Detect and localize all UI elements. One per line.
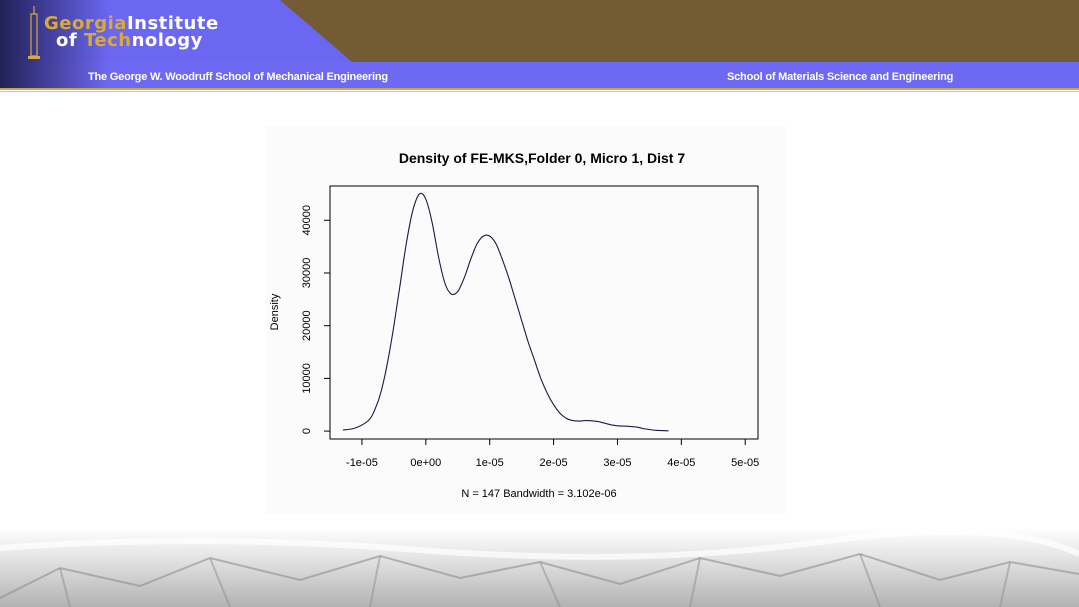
chart-title: Density of FE-MKS,Folder 0, Micro 1, Dis… [399,150,685,166]
y-tick-label: 10000 [301,363,313,394]
tech-tower-logo-icon [28,6,40,59]
header-shadow [0,0,110,88]
density-curve [342,192,669,432]
x-tick-label: 5e-05 [731,457,759,469]
header-divider-thin [0,91,1079,92]
x-tick-label: 2e-05 [540,457,568,469]
y-tick-label: 30000 [301,258,313,289]
footer-texture [0,528,1079,607]
x-tick-label: -1e-05 [346,457,378,469]
y-axis-label: Density [269,293,281,330]
footer-cell-texture-icon [0,528,1079,607]
school-name-right: School of Materials Science and Engineer… [727,71,954,83]
slide-header: GeorgiaInstitute of Technology The Georg… [0,0,1079,92]
y-tick-label: 20000 [301,310,313,341]
x-axis-label: N = 147 Bandwidth = 3.102e-06 [461,488,616,500]
header-divider [0,88,1079,90]
logo-wordmark-line2: of Technology [56,30,203,51]
y-tick-label: 0 [301,428,313,434]
x-tick-label: 0e+00 [410,457,441,469]
x-tick-label: 3e-05 [603,457,631,469]
school-name-left: The George W. Woodruff School of Mechani… [88,71,388,83]
y-tick-label: 40000 [301,205,313,236]
x-axis: -1e-05 0e+00 1e-05 2e-05 3e-05 4e-05 5e-05 [346,438,759,469]
x-tick-label: 1e-05 [476,457,504,469]
plot-frame [329,185,759,440]
x-tick-label: 4e-05 [667,457,695,469]
logo-wordmark-line1: GeorgiaInstitute [44,13,219,34]
y-axis: 0 10000 20000 30000 40000 [301,205,331,434]
density-chart: Density of FE-MKS,Folder 0, Micro 1, Dis… [266,126,786,514]
density-plot-svg: Density of FE-MKS,Folder 0, Micro 1, Dis… [269,150,759,500]
header-school-strip [0,62,1079,88]
